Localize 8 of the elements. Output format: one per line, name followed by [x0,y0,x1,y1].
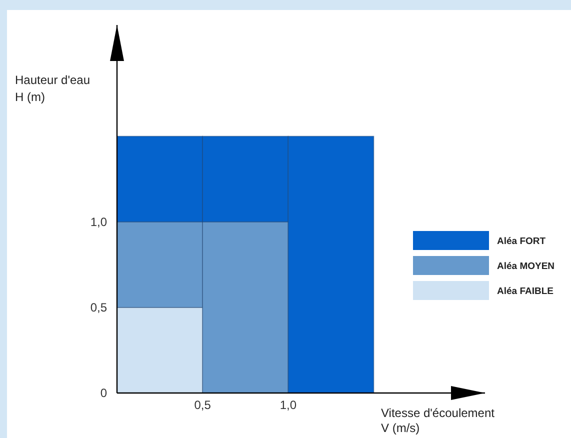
x-axis-title: Vitesse d'écoulement V (m/s) [381,406,496,435]
text: Aléa FORT [497,236,546,247]
text: Aléa FAIBLE [497,286,554,297]
text: Aléa MOYEN [497,261,555,272]
y-axis-title: Hauteur d'eau H (m) [15,73,90,104]
y-tick-label: 0 [100,386,108,400]
y-tick-label: 1,0 [90,214,108,229]
y-tick-label: 0,5 [90,300,108,314]
